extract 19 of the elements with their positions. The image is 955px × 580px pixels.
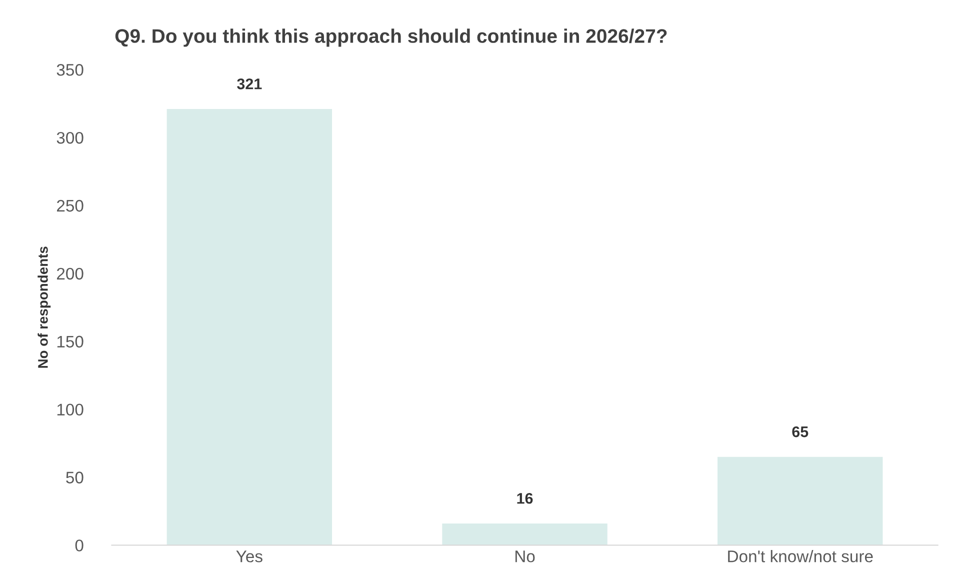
chart-title: Q9. Do you think this approach should continue in 2026/27? — [115, 28, 667, 47]
bar — [718, 456, 883, 546]
bar — [442, 523, 608, 546]
y-axis-title: No of respondents — [38, 246, 51, 368]
y-tick-label: 250 — [56, 200, 84, 212]
y-tick-label: 100 — [57, 404, 84, 416]
y-tick-label: 150 — [57, 336, 84, 348]
y-tick-label: 50 — [66, 472, 84, 484]
x-tick-label: Yes — [236, 550, 262, 562]
x-tick-label: Don't know/not sure — [728, 550, 873, 562]
data-label: 321 — [237, 78, 262, 90]
x-tick-label: No — [515, 550, 535, 562]
data-label: 65 — [792, 426, 808, 438]
y-tick-label: 0 — [75, 540, 84, 552]
bar — [166, 109, 332, 546]
y-tick-label: 350 — [56, 64, 84, 76]
y-tick-label: 200 — [56, 268, 84, 280]
y-tick-label: 300 — [56, 132, 84, 144]
data-label: 16 — [517, 492, 533, 504]
